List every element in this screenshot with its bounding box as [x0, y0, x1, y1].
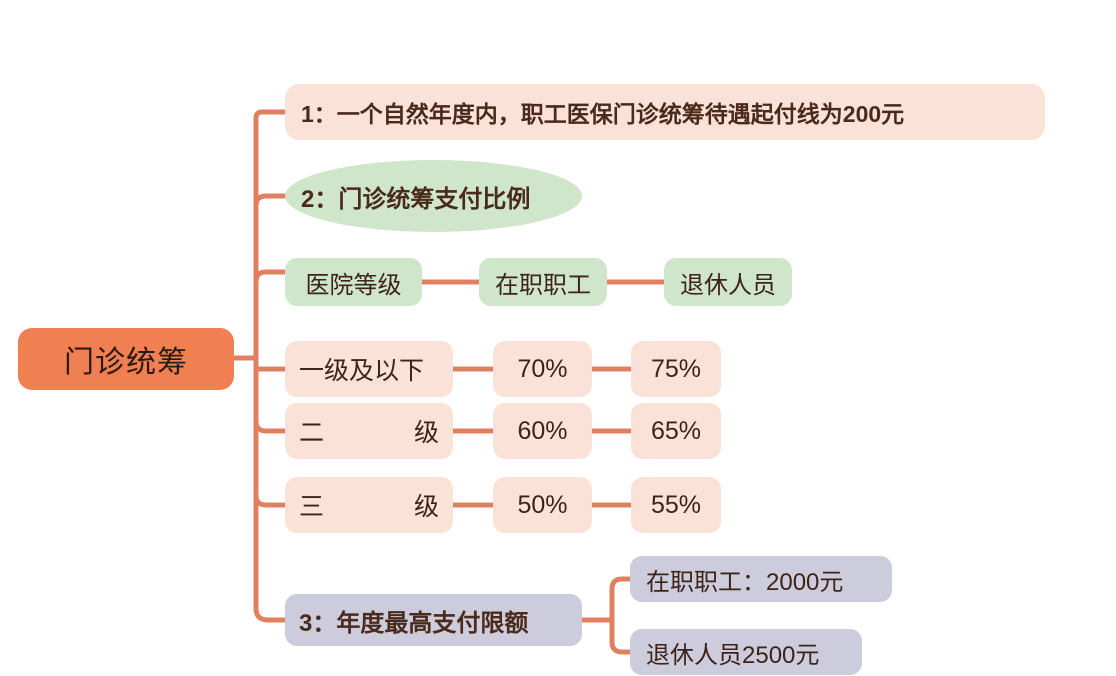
table-header-hospital-grade[interactable]: 医院等级 [285, 258, 422, 306]
connector-branch-2 [253, 193, 288, 209]
grade-label-left: 三 [299, 493, 325, 521]
table-header-retiree[interactable]: 退休人员 [664, 258, 792, 306]
connector-row-2 [253, 418, 288, 434]
table-cell-active-rate[interactable]: 70% [493, 341, 592, 397]
table-cell-active-rate[interactable]: 50% [493, 477, 592, 533]
table-row[interactable]: 一级及以下 [285, 341, 453, 397]
connector-row-3 [253, 492, 288, 508]
limit-node-active-employee[interactable]: 在职职工：2000元 [630, 556, 892, 602]
table-row[interactable]: 三 级 [285, 477, 453, 533]
branch-node-2[interactable]: 2：门诊统筹支付比例 [285, 160, 582, 232]
connector-limit-active [609, 576, 633, 623]
connector-table-header [253, 269, 288, 285]
branch-node-3[interactable]: 3：年度最高支付限额 [285, 594, 582, 646]
table-header-active-employee[interactable]: 在职职工 [479, 258, 607, 306]
table-cell-active-rate[interactable]: 60% [493, 403, 592, 459]
grade-label-right: 级 [413, 419, 439, 447]
limit-node-retiree[interactable]: 退休人员2500元 [630, 629, 862, 675]
grade-label-right: 级 [413, 493, 439, 521]
connector-branch-3 [253, 605, 288, 623]
table-cell-retired-rate[interactable]: 65% [631, 403, 721, 459]
table-row[interactable]: 二 级 [285, 403, 453, 459]
connector-limit-retired [609, 617, 633, 655]
root-node[interactable]: 门诊统筹 [18, 328, 234, 390]
branch-node-1[interactable]: 1：一个自然年度内，职工医保门诊统筹待遇起付线为200元 [285, 84, 1045, 140]
table-cell-retired-rate[interactable]: 55% [631, 477, 721, 533]
table-cell-retired-rate[interactable]: 75% [631, 341, 721, 397]
grade-label-left: 二 [299, 419, 325, 447]
connector-branch-1 [253, 109, 288, 131]
